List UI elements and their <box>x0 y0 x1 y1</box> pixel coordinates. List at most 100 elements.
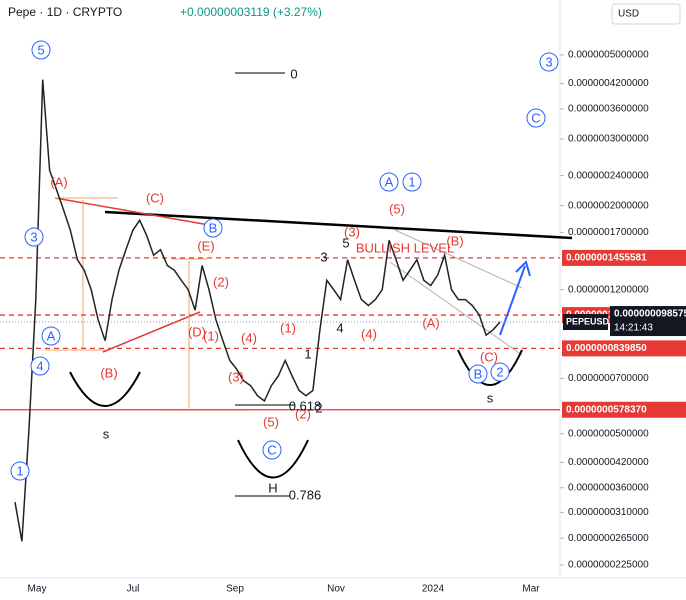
y-tick-label: 0.0000000500000 <box>568 428 649 439</box>
y-tick-label: 0.0000000700000 <box>568 373 649 384</box>
wave-label: 0.786 <box>289 487 322 502</box>
wave-circle <box>30 356 50 376</box>
wave-circle <box>41 326 61 346</box>
channel-line <box>389 261 523 356</box>
wave-label: (E) <box>197 238 214 253</box>
triangle-line <box>54 197 216 227</box>
wave-label: 5 <box>342 235 349 250</box>
x-tick-label: Nov <box>327 584 345 595</box>
x-tick-label: May <box>28 584 47 595</box>
currency: USD <box>618 9 639 20</box>
price-label-box <box>562 401 686 418</box>
wave-label: A <box>385 174 394 189</box>
wave-label: (A) <box>422 315 439 330</box>
wave-label: (4) <box>241 330 257 345</box>
wave-circle <box>468 364 488 384</box>
countdown: 14:21:43 <box>614 323 653 334</box>
wave-label: (D) <box>188 324 206 339</box>
wave-label: 5 <box>37 42 44 57</box>
wave-label: (A) <box>50 174 67 189</box>
shoulder-arc <box>69 371 141 407</box>
wave-label: (1) <box>203 328 219 343</box>
wave-label: BULLISH LEVEL <box>356 240 454 255</box>
y-tick-label: 0.0000000265000 <box>568 533 649 544</box>
y-tick-label: 0.0000002000000 <box>568 200 649 211</box>
wave-label: B <box>474 366 483 381</box>
wave-circle <box>526 108 546 128</box>
wave-label: (1) <box>280 320 296 335</box>
price-change: +0.00000003119 (+3.27%) <box>180 5 322 19</box>
price-label-box <box>562 249 686 266</box>
wave-label: A <box>47 328 56 343</box>
wave-label: (B) <box>446 233 463 248</box>
wave-label: (2) <box>295 406 311 421</box>
price-label-box <box>562 340 686 357</box>
trendline <box>104 210 573 240</box>
wave-label: 2 <box>315 400 322 415</box>
y-tick-label: 0.0000000225000 <box>568 560 649 571</box>
wave-label: C <box>531 110 540 125</box>
wave-label: 3 <box>30 229 37 244</box>
symbol: PEPEUSD <box>566 316 610 326</box>
wave-circle <box>10 461 30 481</box>
price-label-box <box>610 306 686 337</box>
wave-label: 0.618 <box>289 398 322 413</box>
symbol-box <box>563 314 608 331</box>
wave-circle <box>379 172 399 192</box>
wave-circle <box>262 440 282 460</box>
wave-label: 0 <box>290 66 297 81</box>
wave-label: 3 <box>545 54 552 69</box>
y-tick-label: 0.0000005000000 <box>568 50 649 61</box>
triangle-line <box>102 311 201 353</box>
wave-label: (C) <box>146 190 164 205</box>
x-tick-label: Sep <box>226 584 244 595</box>
price-label: 0.0000001455581 <box>566 253 647 264</box>
y-tick-label: 0.0000001700000 <box>568 227 649 238</box>
head-arc <box>237 439 309 479</box>
arrow-head <box>515 260 531 277</box>
y-tick-label: 0.0000000310000 <box>568 507 649 518</box>
x-tick-label: 2024 <box>422 584 445 595</box>
wave-circle <box>31 40 51 60</box>
wave-label: (3) <box>344 224 360 239</box>
wave-label: B <box>209 220 218 235</box>
wave-label: 1 <box>304 346 311 361</box>
y-tick-label: 0.0000002400000 <box>568 170 649 181</box>
price-label: 0.0000000578370 <box>566 404 647 415</box>
y-tick-label: 0.0000004200000 <box>568 78 649 89</box>
x-tick-label: Jul <box>127 584 140 595</box>
wave-label: 1 <box>16 463 23 478</box>
wave-label: s <box>103 426 110 441</box>
chart-title: Pepe · 1D · CRYPTO <box>8 5 122 19</box>
channel-line <box>394 229 523 289</box>
x-tick-label: Mar <box>522 584 540 595</box>
wave-label: s <box>487 390 494 405</box>
projection-arrow <box>499 265 526 336</box>
price-label: 0.0000000839850 <box>566 343 647 354</box>
y-tick-label: 0.0000000360000 <box>568 482 649 493</box>
price-series <box>14 79 501 542</box>
wave-circle <box>203 218 223 238</box>
wave-label: 2 <box>496 364 503 379</box>
wave-circle <box>539 52 559 72</box>
wave-circle <box>490 362 510 382</box>
shoulder-arc <box>457 349 523 386</box>
wave-label: (4) <box>361 326 377 341</box>
wave-label: (5) <box>263 414 279 429</box>
wave-circle <box>24 227 44 247</box>
wave-label: C <box>267 442 276 457</box>
y-tick-label: 0.0000001200000 <box>568 284 649 295</box>
wave-label: 4 <box>336 320 343 335</box>
wave-label: H <box>268 480 277 495</box>
currency-box[interactable] <box>611 3 681 25</box>
y-tick-label: 0.0000000420000 <box>568 457 649 468</box>
wave-label: (2) <box>213 274 229 289</box>
wave-label: 4 <box>36 358 43 373</box>
wave-label: (B) <box>100 365 117 380</box>
wave-circle <box>402 172 422 192</box>
y-tick-label: 0.0000003600000 <box>568 104 649 115</box>
wave-label: 3 <box>320 249 327 264</box>
